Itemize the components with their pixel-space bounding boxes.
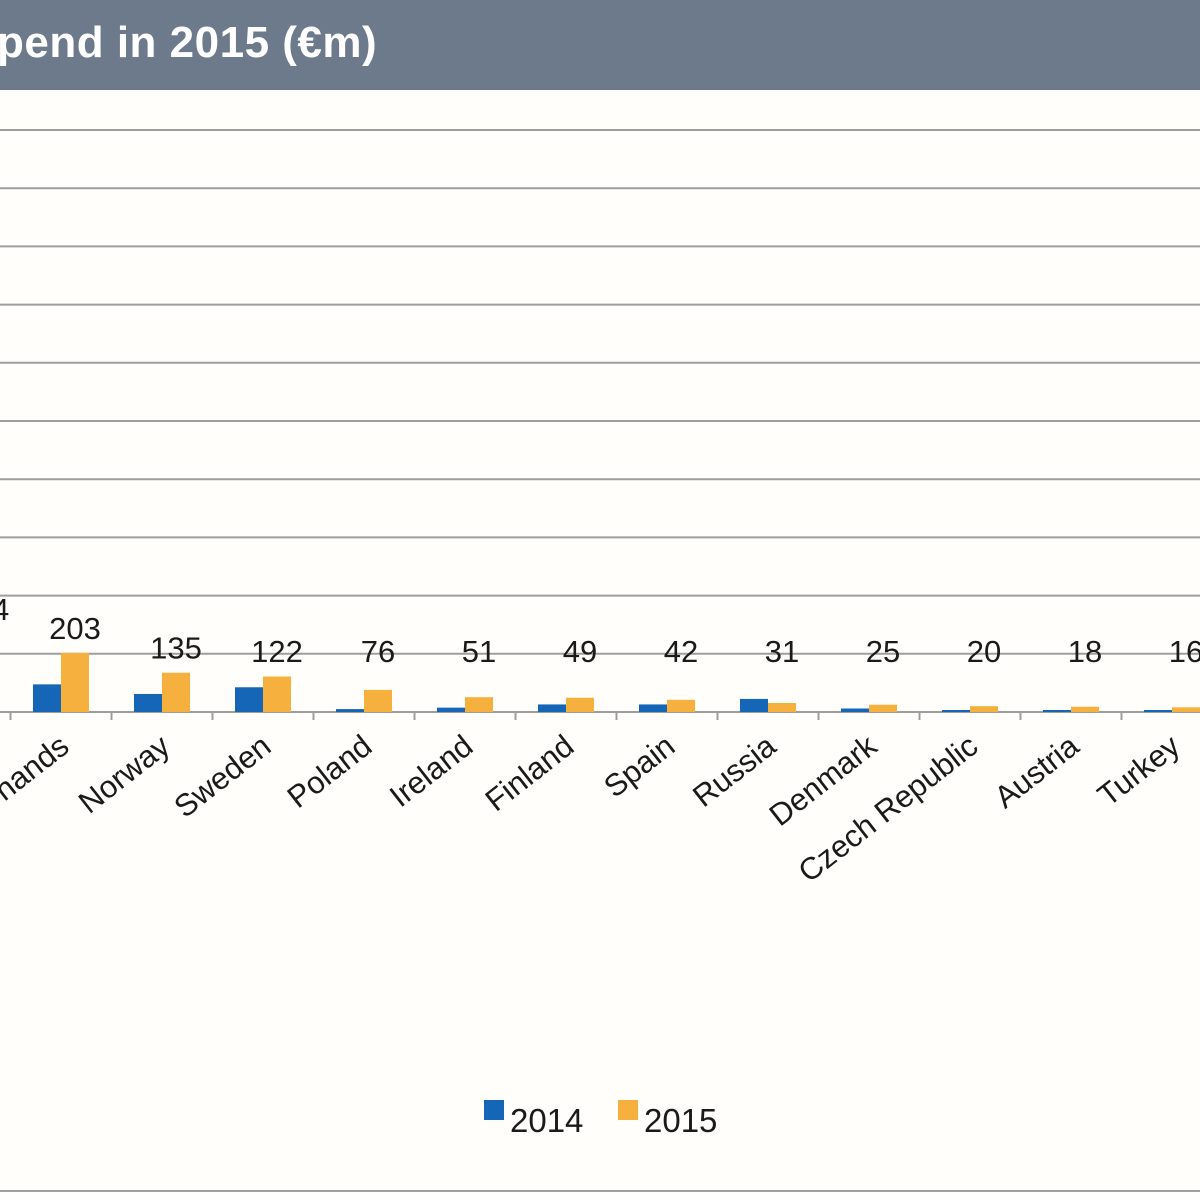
bar-2015-czech-republic [970,706,998,712]
data-label: 51 [462,634,496,669]
data-label: 135 [150,631,202,666]
bar-2014-finland [538,704,566,712]
category-label: nands [0,728,75,808]
bar-2014-sweden [235,687,263,712]
category-label: Austria [988,727,1086,814]
bar-2015-nands [61,652,89,712]
legend: 2014 2015 [484,1100,717,1139]
legend-label-2015: 2015 [644,1102,717,1139]
data-label: 25 [866,634,900,669]
bar-2015-russia [768,702,796,712]
bar-2014-czech-republic [942,710,970,712]
bar-2014-denmark [841,708,869,712]
bar-2014-poland [336,709,364,712]
data-label: 203 [49,611,101,646]
bar-2015-sweden [263,676,291,712]
bar-2015-austria [1071,706,1099,712]
category-label: Czech Republic [792,728,985,889]
bar-2015-turkey [1172,707,1200,712]
data-label: 4 [0,592,9,627]
data-label: 122 [251,634,303,669]
bar-2015-poland [364,689,392,712]
data-label: 16 [1169,634,1200,669]
chart-title: pend in 2015 (€m) [0,18,378,67]
bar-2015-finland [566,697,594,712]
bar-2014-russia [740,698,768,712]
data-label: 18 [1068,634,1102,669]
category-label: Sweden [167,728,277,825]
bars [33,652,1200,712]
legend-label-2014: 2014 [510,1102,583,1139]
category-label: Norway [72,728,177,821]
category-label: Turkey [1091,728,1187,814]
data-label: 20 [967,634,1001,669]
bar-2015-norway [162,672,190,712]
gridlines [0,129,1200,720]
bar-2014-turkey [1144,710,1172,712]
data-label: 76 [361,634,395,669]
legend-swatch-2015 [618,1100,638,1120]
category-label: Ireland [383,728,479,814]
bar-2015-spain [667,699,695,712]
bar-2014-spain [639,704,667,712]
bottom-divider [0,1190,1200,1192]
data-labels: 203 135 122 76 51 49 42 31 25 20 18 16 4 [0,592,1200,669]
bar-2014-ireland [437,707,465,712]
chart-title-bar: pend in 2015 (€m) [0,0,1200,90]
category-label: Spain [597,728,681,804]
data-label: 42 [664,634,698,669]
legend-swatch-2014 [484,1100,504,1120]
bar-2015-ireland [465,697,493,712]
bar-2014-nands [33,684,61,712]
category-label: Poland [281,728,379,815]
category-label: Finland [479,728,581,818]
data-label: 49 [563,634,597,669]
bar-2014-norway [134,693,162,712]
bar-2014-austria [1043,710,1071,712]
data-label: 31 [765,634,799,669]
bar-2015-denmark [869,704,897,712]
